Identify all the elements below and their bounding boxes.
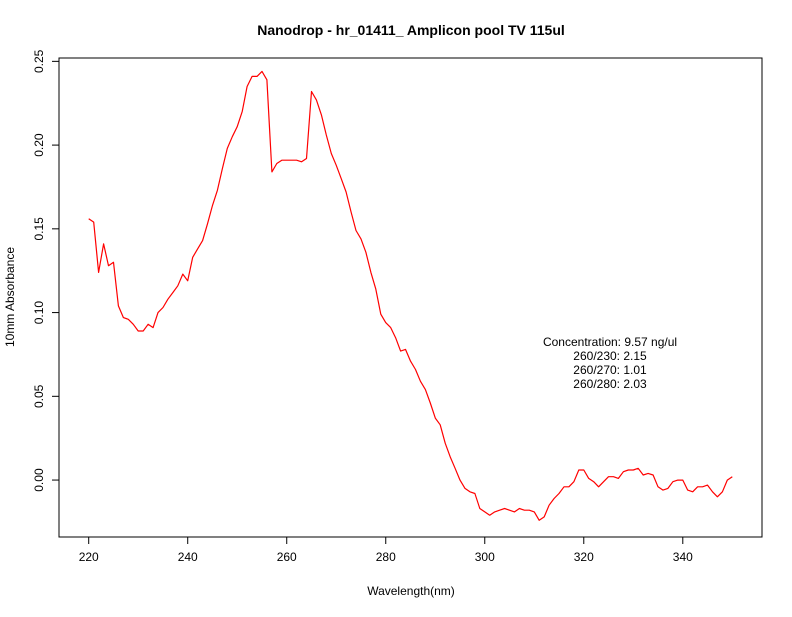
y-tick-label: 0.20 [32, 133, 46, 157]
x-axis-label: Wavelength(nm) [367, 584, 455, 598]
y-tick-label: 0.00 [32, 468, 46, 492]
y-tick-label: 0.25 [32, 49, 46, 73]
annotation-block: Concentration: 9.57 ng/ul 260/230: 2.15 … [543, 335, 677, 391]
x-axis: 220 240 260 280 300 320 340 [79, 537, 693, 564]
annotation-concentration: Concentration: 9.57 ng/ul [543, 335, 677, 349]
annotation-ratio-260-280: 260/280: 2.03 [573, 377, 647, 391]
y-axis-label: 10mm Absorbance [3, 247, 17, 347]
x-tick-label: 220 [79, 550, 99, 564]
annotation-ratio-260-270: 260/270: 1.01 [573, 363, 647, 377]
x-tick-label: 300 [475, 550, 495, 564]
y-tick-label: 0.05 [32, 384, 46, 408]
x-tick-label: 280 [376, 550, 396, 564]
y-tick-label: 0.10 [32, 301, 46, 325]
series-layer [88, 70, 733, 521]
x-tick-label: 260 [277, 550, 297, 564]
annotation-ratio-260-230: 260/230: 2.15 [573, 349, 647, 363]
x-tick-label: 320 [574, 550, 594, 564]
y-axis: 0.00 0.05 0.10 0.15 0.20 0.25 [32, 49, 59, 492]
plot-box [58, 57, 763, 538]
chart-title: Nanodrop - hr_01411_ Amplicon pool TV 11… [257, 22, 565, 38]
absorbance-series-line [88, 70, 733, 521]
x-tick-label: 240 [178, 550, 198, 564]
y-tick-label: 0.15 [32, 217, 46, 241]
x-tick-label: 340 [673, 550, 693, 564]
